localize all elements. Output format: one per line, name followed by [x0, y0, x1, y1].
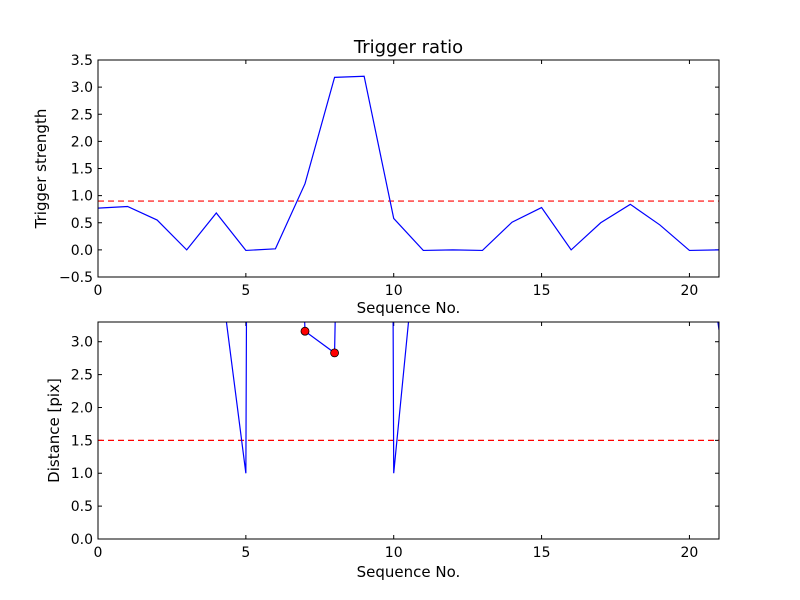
- y-tick-label: 2.5: [71, 368, 93, 384]
- bottom-chart: 0 5 10 15 20 0.0 0.5 1.0 1.5 2.0 2.5 3.0 Sequence N…: [45, 321, 720, 581]
- y-tick-label: 0.5: [71, 216, 93, 232]
- y-tick-label: 1.0: [71, 466, 93, 482]
- top-chart: 0 5 10 15 20 −0.5 0.0 0.5 1.0 1.5 2.0 2.5 3.0 3.5 Tri…: [32, 37, 720, 317]
- plot-frame: [97, 59, 720, 278]
- x-tick-label: 10: [385, 545, 403, 561]
- x-tick-label: 20: [681, 545, 699, 561]
- marker-layer: [300, 326, 339, 358]
- y-axis-label: Trigger strength: [32, 109, 50, 230]
- x-tick-label: 0: [94, 545, 103, 561]
- x-axis-label: Sequence No.: [357, 299, 461, 317]
- series-line: [304, 322, 336, 355]
- x-tick-label: 20: [681, 283, 699, 299]
- x-axis-label: Sequence No.: [357, 563, 461, 581]
- x-tick-label: 5: [241, 545, 250, 561]
- x-tick-label: 0: [94, 283, 103, 299]
- y-tick-label: 3.0: [71, 80, 93, 96]
- series-layer: [225, 322, 719, 474]
- x-tick-label: 5: [241, 283, 250, 299]
- y-tick-label: 1.5: [71, 162, 93, 178]
- y-tick-label: 3.0: [71, 335, 93, 351]
- tick-labels: 0 5 10 15 20 0.0 0.5 1.0 1.5 2.0 2.5 3.0: [71, 335, 699, 561]
- series-line: [225, 322, 719, 474]
- y-tick-label: 1.0: [71, 189, 93, 205]
- chart-title: Trigger ratio: [353, 37, 463, 58]
- y-tick-label: 3.5: [71, 53, 93, 69]
- y-tick-label: 2.0: [71, 400, 93, 416]
- y-tick-label: 1.5: [71, 433, 93, 449]
- plot-frame: [97, 321, 720, 540]
- tick-labels: 0 5 10 15 20 −0.5 0.0 0.5 1.0 1.5 2.0 2.5 3.0 3.5: [59, 53, 698, 299]
- series-line: [98, 75, 719, 252]
- y-tick-label: 2.5: [71, 107, 93, 123]
- y-axis-label: Distance [pix]: [45, 378, 63, 483]
- y-tick-label: 2.0: [71, 134, 93, 150]
- x-tick-label: 15: [533, 283, 551, 299]
- y-tick-label: 0.0: [71, 243, 93, 259]
- y-tick-label: 0.5: [71, 499, 93, 515]
- plot-area: [98, 60, 719, 277]
- series-layer: [98, 75, 719, 252]
- x-tick-label: 15: [533, 545, 551, 561]
- data-point: [300, 326, 310, 336]
- x-tick-label: 10: [385, 283, 403, 299]
- plot-area: [98, 322, 719, 539]
- data-point: [330, 348, 339, 358]
- y-tick-label: 0.0: [71, 532, 93, 548]
- y-tick-label: −0.5: [59, 270, 93, 286]
